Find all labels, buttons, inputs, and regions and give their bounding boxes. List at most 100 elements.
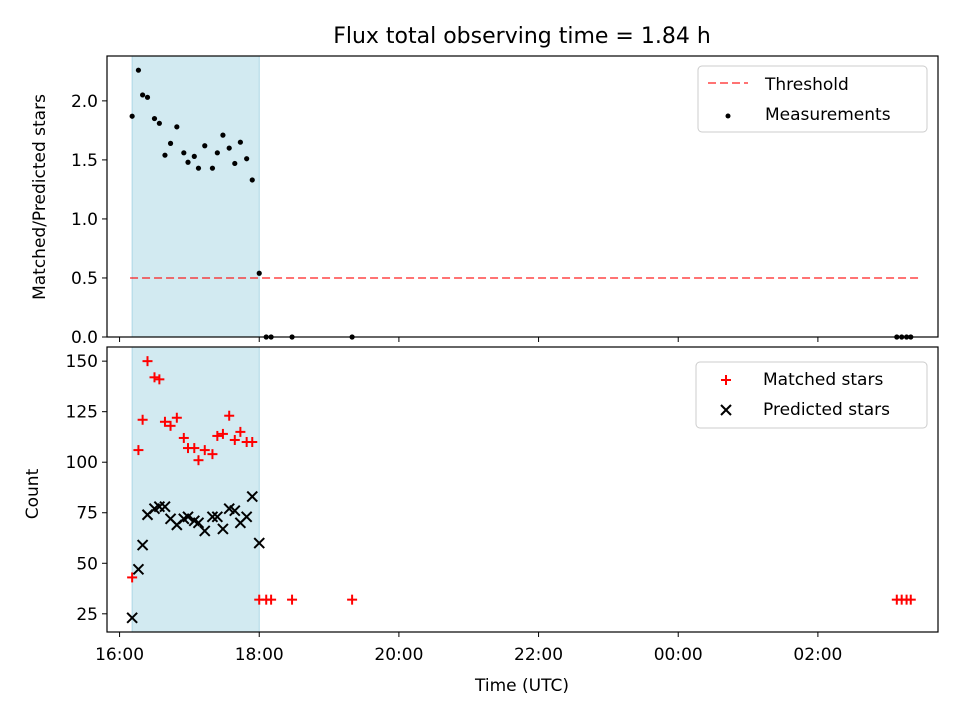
x-tick-label: 16:00 (95, 645, 144, 665)
bottom-legend-box (695, 361, 928, 429)
measurement-point (140, 92, 146, 98)
measurement-point (151, 115, 158, 122)
predicted-star-point (136, 539, 149, 551)
bottom-axes-frame (106, 346, 939, 633)
matched-star-point (207, 449, 218, 460)
legend-predicted-swatch (720, 404, 732, 416)
cross-b (132, 563, 145, 576)
measurement-point (202, 143, 208, 149)
matched-star-point (287, 594, 298, 605)
matched-star-point (149, 372, 160, 383)
x-tick-label: 18:00 (235, 645, 284, 665)
measurement-points (129, 67, 914, 340)
cross-b (720, 404, 732, 416)
matched-star-point (347, 594, 358, 605)
measurement-point (156, 120, 162, 126)
predicted-star-point (211, 511, 224, 523)
predicted-star-point (126, 612, 138, 624)
matched-star-point (247, 437, 258, 447)
matched-star-point (235, 426, 246, 437)
cross-b (188, 515, 200, 527)
matched-star-point (127, 572, 138, 583)
matched-star-point (159, 416, 170, 427)
x-tick-label: 22:00 (514, 645, 563, 665)
cross-b (240, 511, 253, 523)
y-tick-label: 2.0 (71, 92, 98, 112)
matched-star-point (137, 414, 148, 425)
y-tick-label: 125 (66, 403, 98, 423)
top-panel: 0.00.51.01.52.0 Matched/Predicted stars … (30, 55, 939, 348)
measurement-point (162, 152, 168, 158)
predicted-star-point (240, 511, 253, 523)
bottom-y-axis-label: Count (23, 468, 43, 519)
predicted-star-point (246, 490, 258, 503)
cross-b (206, 511, 219, 523)
predicted-stars-points (126, 490, 265, 624)
cross-b (126, 612, 138, 624)
predicted-star-point (253, 537, 265, 549)
measurement-point (144, 94, 151, 100)
matched-star-point (224, 410, 235, 421)
measurement-point (232, 160, 238, 167)
matched-star-point (905, 594, 916, 605)
top-legend: Threshold Measurements (697, 65, 928, 133)
cross-b (229, 505, 241, 517)
measurement-point (226, 145, 232, 151)
measurement-point (181, 150, 187, 156)
bottom-panel: 25 50 75 100 125 150 16:00 18:00 20:00 22:00 00:0… (23, 346, 939, 696)
matched-star-point (212, 430, 223, 441)
cross-b (192, 517, 205, 529)
cross-b (253, 537, 265, 549)
cross-b (246, 490, 258, 503)
top-legend-box (697, 65, 928, 133)
measurement-point (214, 150, 220, 156)
y-tick-label: 1.5 (71, 151, 98, 171)
bottom-highlight-span (131, 346, 260, 633)
measurement-point (174, 124, 180, 130)
matched-star-point (178, 432, 189, 443)
matched-star-point (133, 445, 144, 456)
x-tick-label: 00:00 (654, 645, 703, 665)
cross-b (136, 539, 149, 551)
chart-title: Flux total observing time = 1.84 h (333, 24, 711, 49)
measurement-point (220, 132, 226, 138)
matched-star-point (154, 374, 165, 385)
legend-measurements-label: Measurements (765, 105, 891, 125)
cross-b (199, 525, 211, 537)
x-tick-label: 02:00 (793, 645, 842, 665)
cross-b (223, 502, 235, 515)
y-tick-label: 150 (66, 352, 98, 372)
y-tick-label: 50 (76, 554, 98, 574)
measurement-point (256, 270, 262, 276)
matched-star-point (229, 434, 240, 445)
y-tick-label: 25 (76, 605, 98, 625)
measurement-point (129, 113, 135, 119)
y-tick-label: 0.5 (71, 269, 98, 289)
legend-predicted-label: Predicted stars (763, 400, 890, 420)
measurement-point (167, 140, 174, 146)
predicted-star-point (132, 563, 145, 576)
predicted-star-point (229, 505, 241, 517)
cross-b (211, 511, 224, 523)
y-tick-label: 100 (66, 453, 98, 473)
predicted-star-point (206, 511, 219, 523)
x-tick-label: 20:00 (374, 645, 423, 665)
measurement-point (185, 159, 191, 165)
measurement-point (135, 67, 142, 73)
matched-star-point (165, 420, 176, 431)
legend-cross (720, 404, 732, 416)
top-axes-frame (106, 55, 939, 338)
cross-b (164, 513, 177, 525)
matched-star-point (189, 443, 200, 454)
y-tick-label: 0.0 (71, 328, 98, 348)
measurement-point (249, 177, 255, 183)
legend-plus (721, 375, 731, 385)
legend-matched-label: Matched stars (763, 370, 883, 390)
cross-b (159, 500, 171, 513)
measurement-point (209, 165, 216, 171)
cross-b (217, 523, 229, 535)
predicted-star-point (199, 525, 211, 537)
predicted-star-point (192, 517, 205, 529)
legend-matched-swatch (721, 375, 731, 385)
